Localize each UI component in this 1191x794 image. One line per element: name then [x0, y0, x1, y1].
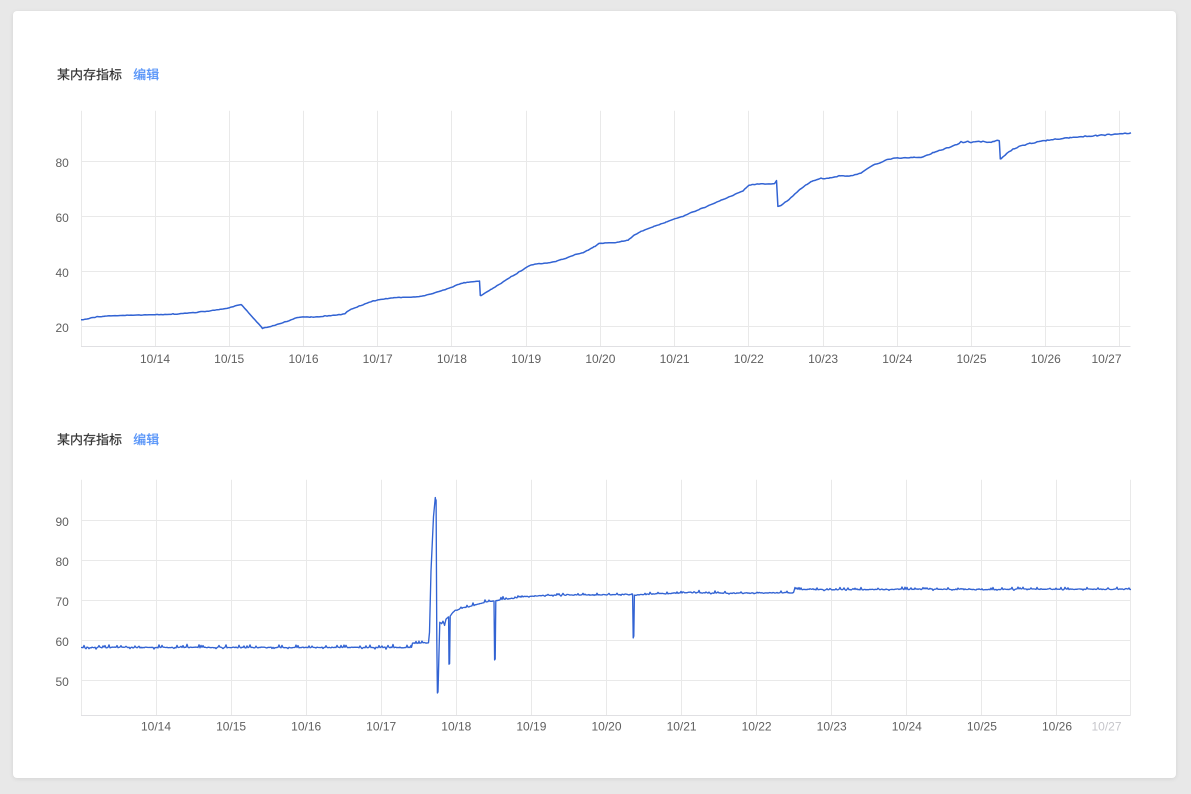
- svg-text:10/27: 10/27: [1091, 720, 1121, 734]
- svg-text:60: 60: [55, 635, 69, 649]
- svg-text:40: 40: [55, 266, 69, 280]
- svg-text:60: 60: [55, 211, 69, 225]
- svg-text:10/23: 10/23: [808, 352, 838, 366]
- svg-text:10/27: 10/27: [1091, 352, 1121, 366]
- svg-text:10/16: 10/16: [288, 352, 318, 366]
- svg-text:10/19: 10/19: [516, 720, 546, 734]
- svg-text:10/17: 10/17: [363, 352, 393, 366]
- svg-text:50: 50: [55, 675, 69, 689]
- svg-text:80: 80: [55, 156, 69, 170]
- svg-text:70: 70: [55, 595, 69, 609]
- svg-text:10/22: 10/22: [734, 352, 764, 366]
- svg-text:80: 80: [55, 555, 69, 569]
- svg-text:10/25: 10/25: [956, 352, 986, 366]
- svg-text:10/20: 10/20: [591, 720, 621, 734]
- svg-text:10/25: 10/25: [967, 720, 997, 734]
- svg-text:20: 20: [55, 321, 69, 335]
- svg-text:10/26: 10/26: [1042, 720, 1072, 734]
- svg-text:90: 90: [55, 515, 69, 529]
- svg-text:10/15: 10/15: [214, 352, 244, 366]
- svg-text:10/24: 10/24: [882, 352, 912, 366]
- svg-text:10/18: 10/18: [441, 720, 471, 734]
- svg-text:10/16: 10/16: [291, 720, 321, 734]
- svg-text:10/17: 10/17: [366, 720, 396, 734]
- svg-text:10/14: 10/14: [140, 352, 170, 366]
- svg-text:10/24: 10/24: [892, 720, 922, 734]
- svg-text:10/19: 10/19: [511, 352, 541, 366]
- svg-text:10/21: 10/21: [667, 720, 697, 734]
- svg-text:10/20: 10/20: [585, 352, 615, 366]
- svg-text:10/26: 10/26: [1031, 352, 1061, 366]
- svg-text:10/15: 10/15: [216, 720, 246, 734]
- svg-text:10/21: 10/21: [660, 352, 690, 366]
- svg-text:10/23: 10/23: [817, 720, 847, 734]
- svg-text:10/22: 10/22: [742, 720, 772, 734]
- svg-text:10/18: 10/18: [437, 352, 467, 366]
- svg-text:10/14: 10/14: [141, 720, 171, 734]
